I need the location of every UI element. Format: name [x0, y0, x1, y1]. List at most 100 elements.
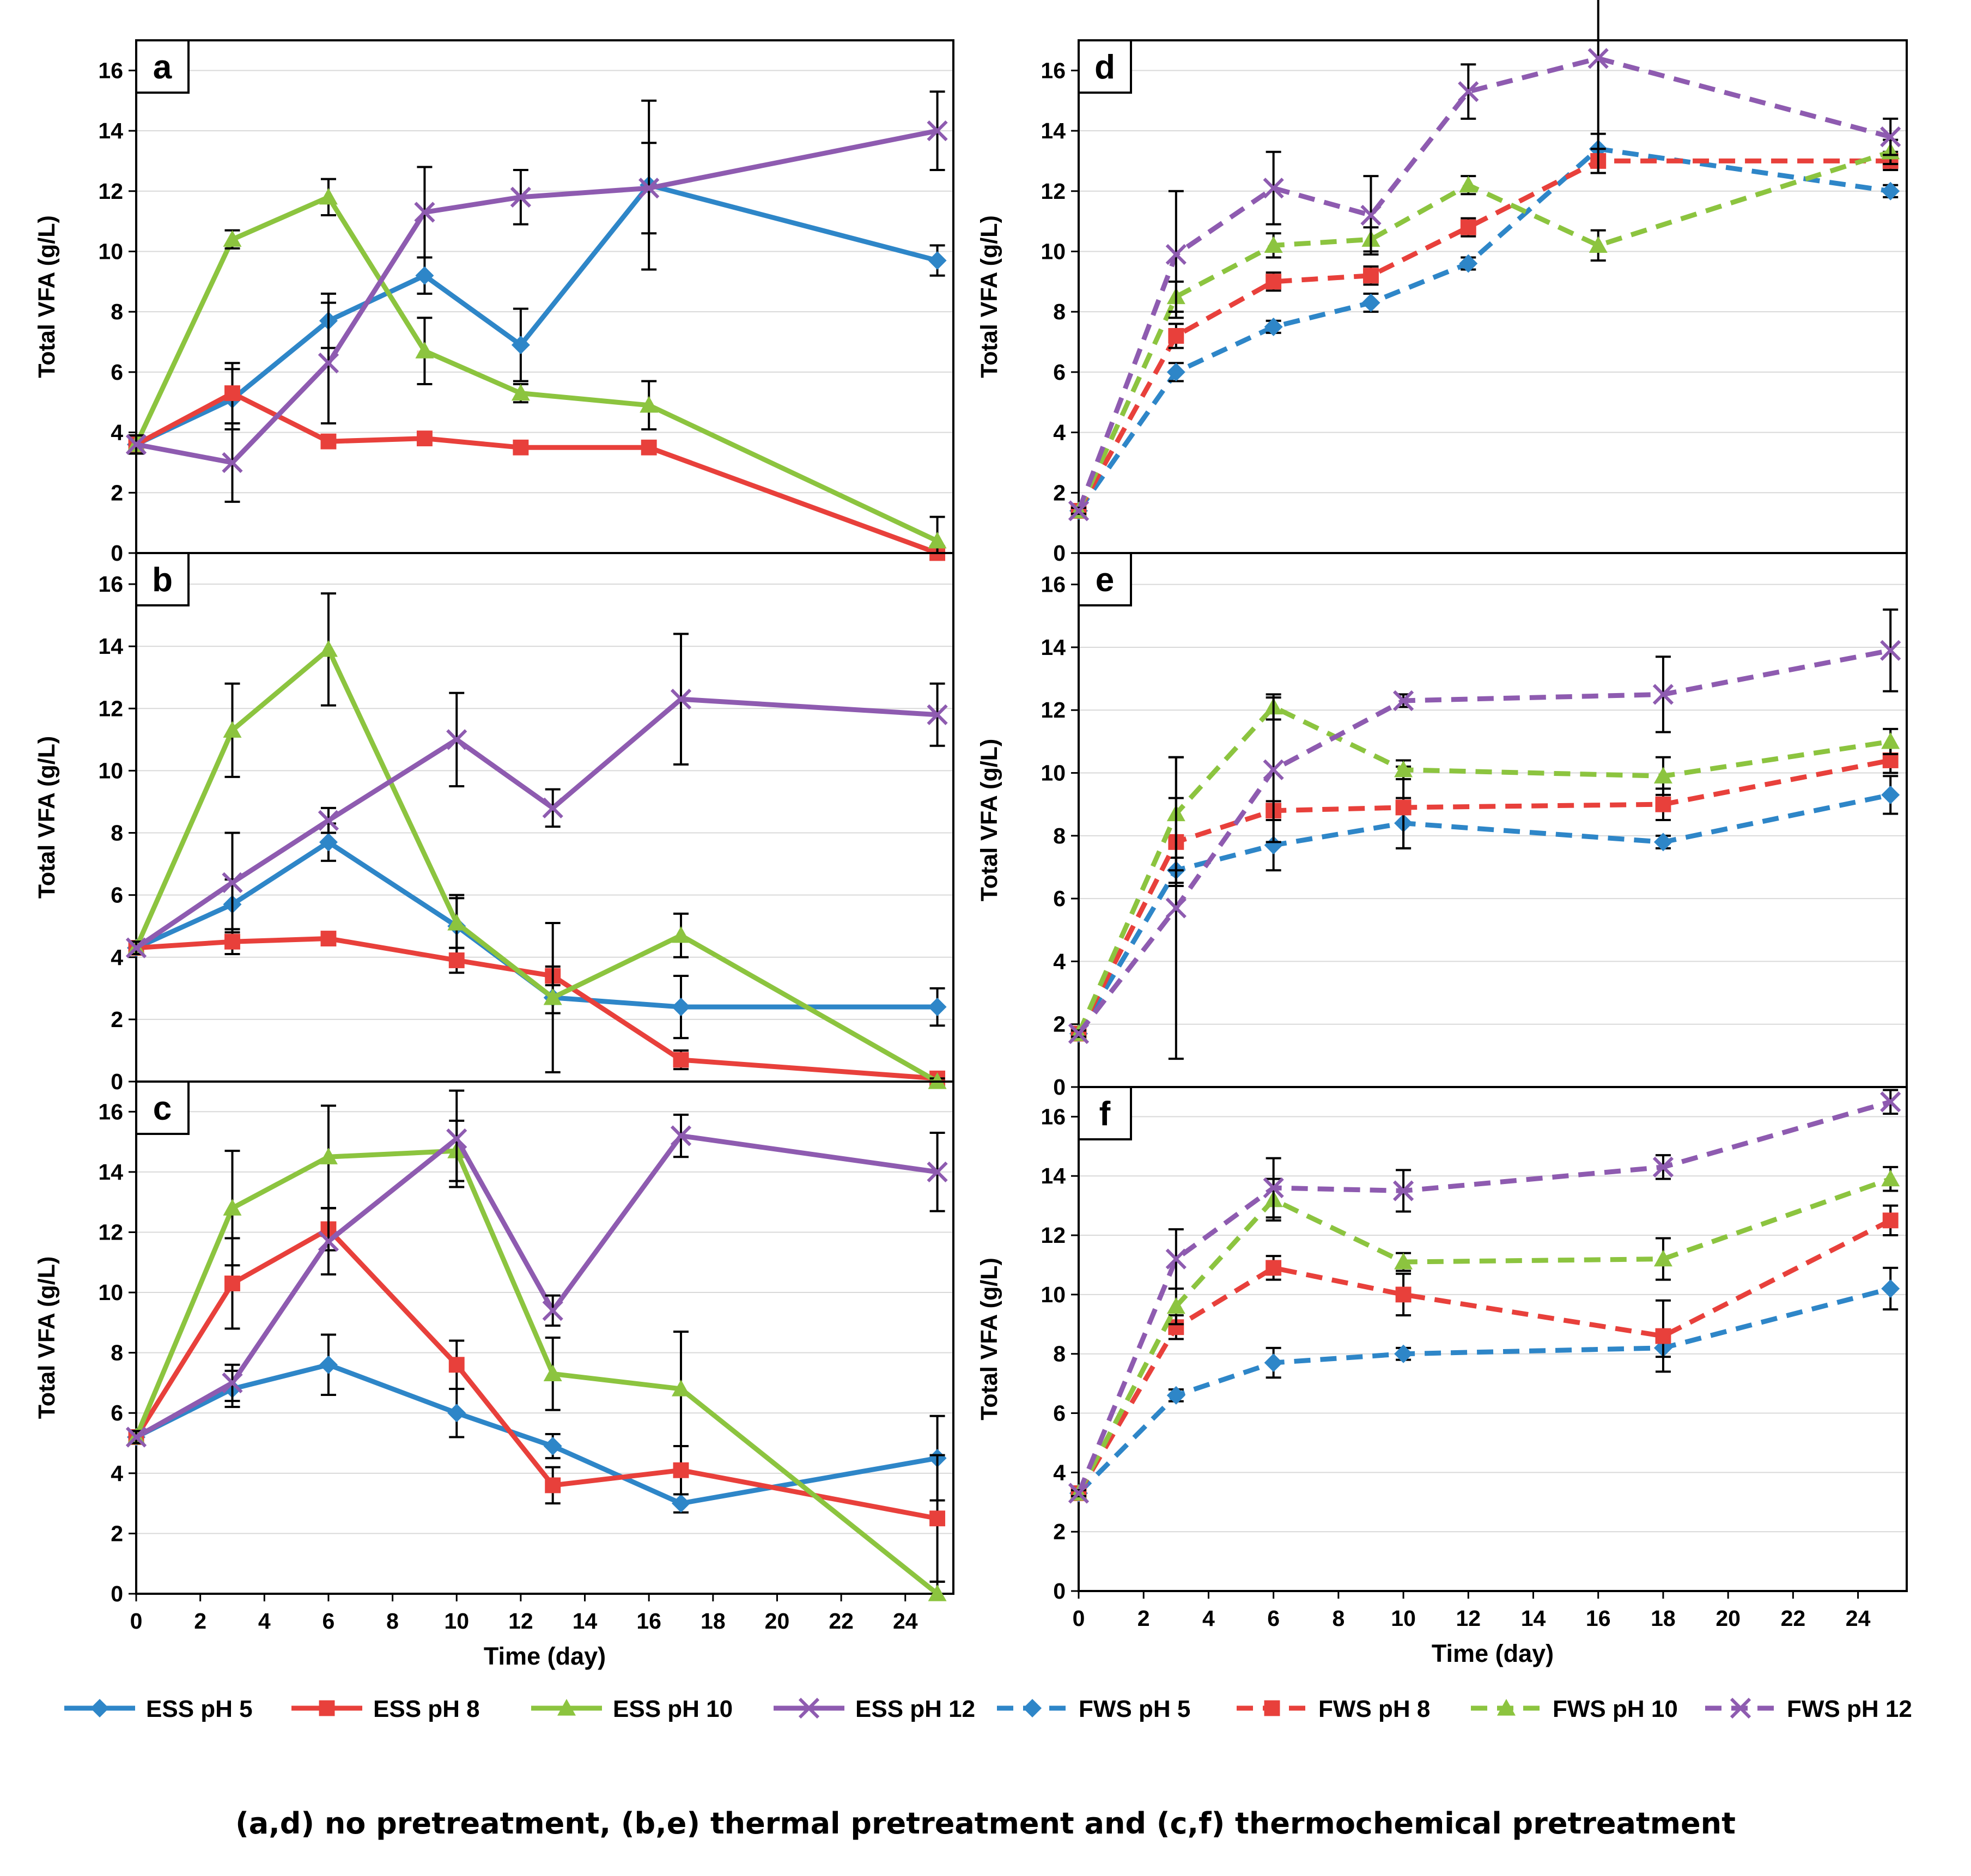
- plot-frame: [135, 39, 954, 554]
- y-tick-label: 12: [98, 179, 123, 204]
- x-tick-label: 10: [444, 1608, 469, 1634]
- x-axis-label: Time (day): [1432, 1640, 1554, 1667]
- y-tick-label: 8: [1053, 823, 1066, 848]
- data-point: [125, 937, 147, 958]
- legend-swatch-marker: [1264, 1700, 1280, 1716]
- y-tick-label: 4: [111, 420, 123, 445]
- marker-stroke: [1587, 48, 1609, 69]
- y-tick-label: 14: [98, 1159, 123, 1185]
- y-tick-label: 14: [1041, 1163, 1066, 1188]
- series-line: [1076, 758, 1891, 1035]
- plot-frame: [1078, 1086, 1908, 1592]
- panel-label-text: a: [153, 48, 172, 86]
- data-point: [543, 1364, 562, 1381]
- series-ess-ph-10: [127, 178, 947, 554]
- data-point: [1589, 236, 1608, 253]
- y-tick-label: 10: [98, 239, 123, 264]
- data-point: [319, 1355, 338, 1374]
- data-point: [1395, 799, 1412, 816]
- y-tick-label: 10: [1041, 239, 1066, 264]
- y-tick-label: 2: [111, 1521, 123, 1546]
- series-ess-ph-12: [125, 90, 948, 503]
- data-point: [414, 202, 435, 223]
- marker-stroke: [446, 1128, 467, 1150]
- data-point: [1459, 254, 1478, 273]
- marker-stroke: [125, 434, 147, 455]
- data-point: [1266, 274, 1282, 290]
- data-point: [1165, 244, 1187, 265]
- marker-stroke: [446, 729, 467, 750]
- panel-label-f: f: [1078, 1086, 1132, 1140]
- data-point: [1881, 1169, 1900, 1187]
- marker-stroke: [1392, 1180, 1414, 1201]
- legend-swatch-marker: [319, 1700, 335, 1716]
- data-point: [928, 1584, 947, 1601]
- data-point: [448, 952, 465, 968]
- panel-label-text: d: [1094, 48, 1115, 86]
- data-point: [125, 434, 147, 455]
- chart-panel-a: 0 2 4 6 8 10 12 14 16 Total VFA (g/L) a: [34, 39, 954, 566]
- marker-stroke: [542, 797, 563, 819]
- data-point: [1881, 785, 1900, 804]
- data-point: [1264, 236, 1283, 253]
- marker-stroke: [318, 1230, 339, 1252]
- panel-label-box: [1078, 39, 1132, 94]
- series-line: [1076, 1099, 1891, 1495]
- data-point: [448, 1357, 465, 1373]
- y-tick-label: 14: [1041, 635, 1066, 660]
- y-tick-label: 8: [111, 1340, 123, 1365]
- legend-swatch-marker: [1730, 1697, 1751, 1719]
- figure-caption: (a,d) no pretreatment, (b,e) thermal pre…: [235, 1806, 1736, 1841]
- x-tick-label: 18: [1651, 1606, 1676, 1631]
- y-tick-label: 14: [98, 634, 123, 659]
- y-tick-label: 2: [1053, 1519, 1066, 1544]
- panel-label-text: e: [1096, 561, 1114, 599]
- y-tick-label: 12: [98, 696, 123, 721]
- marker-stroke: [222, 1372, 243, 1394]
- y-tick-label: 8: [111, 299, 123, 324]
- data-point: [1361, 293, 1380, 312]
- y-tick-label: 4: [1053, 949, 1066, 974]
- y-tick-label: 14: [1041, 118, 1066, 143]
- series-line: [1076, 1286, 1891, 1495]
- x-tick-label: 16: [636, 1608, 661, 1634]
- y-tick-label: 12: [1041, 1223, 1066, 1248]
- marker-stroke: [670, 689, 692, 710]
- panel-label-box: [1078, 552, 1132, 606]
- y-tick-label: 16: [98, 572, 123, 597]
- data-point: [319, 640, 338, 657]
- x-tick-label: 6: [323, 1608, 335, 1634]
- data-point: [447, 1404, 466, 1423]
- data-point: [543, 988, 562, 1005]
- data-point: [1653, 833, 1672, 852]
- y-tick-label: 16: [1041, 572, 1066, 597]
- data-point: [1263, 759, 1284, 780]
- y-tick-label: 6: [1053, 886, 1066, 911]
- data-point: [1264, 1353, 1283, 1373]
- y-tick-label: 4: [1053, 1460, 1066, 1485]
- marker-stroke: [798, 1697, 820, 1719]
- data-point: [319, 1148, 338, 1164]
- data-point: [320, 433, 337, 450]
- series-ess-ph-12: [125, 1089, 948, 1448]
- data-point: [125, 1426, 147, 1448]
- data-point: [542, 797, 563, 819]
- x-tick-label: 0: [130, 1608, 143, 1634]
- data-point: [672, 926, 690, 943]
- series-fws-ph-12: [1068, 1089, 1901, 1504]
- series-line: [1076, 792, 1891, 1035]
- series-fws-ph-10: [1069, 1165, 1900, 1501]
- marker-stroke: [927, 120, 948, 142]
- data-point: [545, 1477, 561, 1493]
- y-tick-label: 14: [98, 118, 123, 143]
- x-tick-label: 14: [573, 1608, 598, 1634]
- marker-stroke: [1165, 897, 1187, 919]
- data-point: [1392, 1180, 1414, 1201]
- data-point: [1166, 1386, 1185, 1405]
- data-point: [1394, 760, 1413, 778]
- x-tick-label: 16: [1586, 1606, 1611, 1631]
- marker-stroke: [1165, 1248, 1187, 1270]
- legend-label: ESS pH 12: [855, 1696, 975, 1722]
- series-ess-ph-10: [127, 592, 947, 1089]
